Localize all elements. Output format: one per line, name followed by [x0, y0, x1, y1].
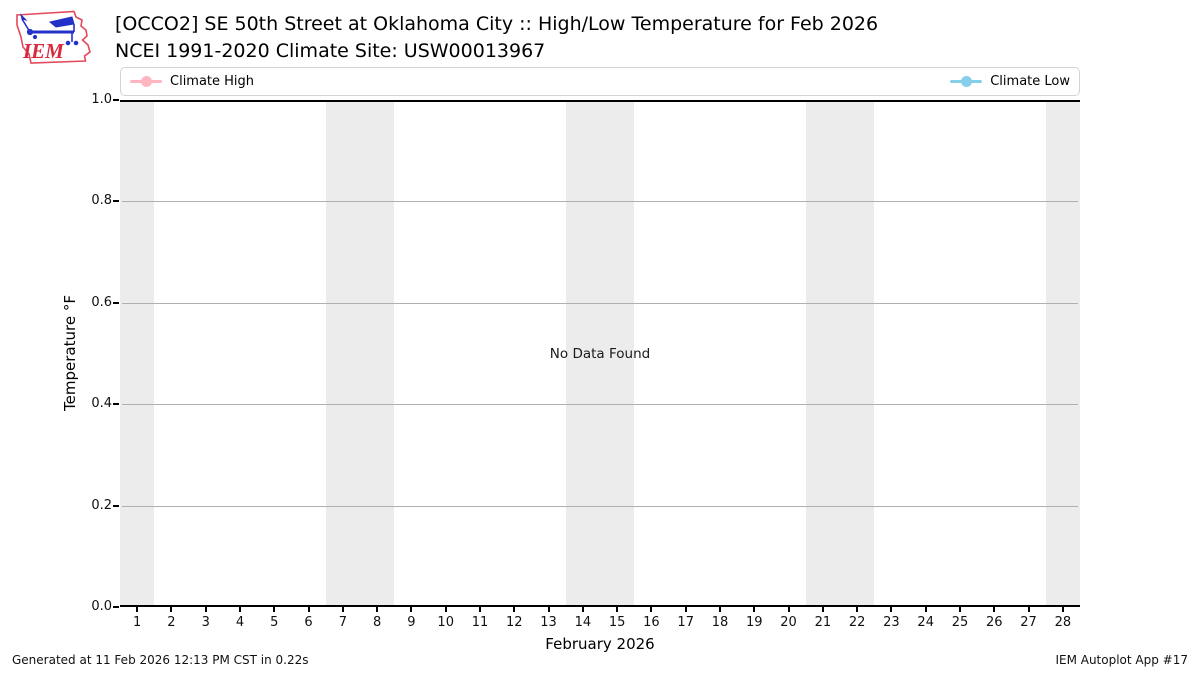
y-axis-label: Temperature °F	[61, 295, 79, 411]
title-block: [OCCO2] SE 50th Street at Oklahoma City …	[115, 11, 878, 65]
x-tick-label: 12	[506, 615, 523, 630]
y-tick-mark	[113, 504, 119, 507]
y-tick-label: 0.2	[91, 497, 112, 513]
x-tick-label: 20	[780, 615, 797, 630]
x-tick-label: 22	[848, 615, 866, 630]
x-tick-label: 19	[746, 615, 763, 630]
x-tick-mark	[341, 607, 344, 612]
x-tick-mark	[787, 607, 790, 612]
x-tick-mark	[856, 607, 859, 612]
legend: Climate High Climate Low	[120, 67, 1080, 96]
weekend-shading-band	[805, 102, 875, 605]
weather-vane-icon	[20, 13, 79, 46]
x-tick-label: 4	[235, 615, 245, 630]
x-tick-mark	[479, 607, 481, 612]
y-tick-mark	[113, 606, 119, 608]
x-tick-mark	[616, 607, 619, 612]
legend-label-climate-high: Climate High	[170, 74, 255, 89]
x-tick-label: 28	[1054, 615, 1072, 630]
x-tick-mark	[410, 607, 413, 612]
x-tick-label: 13	[540, 615, 557, 630]
x-tick-mark	[581, 607, 584, 612]
x-tick-mark	[821, 607, 824, 612]
x-tick-label: 3	[201, 615, 210, 630]
x-tick-mark	[719, 607, 721, 612]
y-tick-mark	[113, 403, 119, 406]
gridline	[122, 404, 1078, 406]
x-tick-label: 10	[437, 615, 454, 630]
x-axis-label: February 2026	[545, 635, 655, 653]
weekend-shading-band	[565, 102, 635, 605]
x-tick-mark	[204, 607, 207, 612]
x-tick-mark	[993, 607, 996, 612]
no-data-message: No Data Found	[549, 345, 651, 362]
x-tick-mark	[924, 607, 927, 612]
x-tick-mark	[890, 607, 893, 612]
x-tick-label: 14	[574, 615, 592, 630]
y-tick-mark	[113, 301, 119, 304]
x-tick-label: 24	[917, 615, 934, 630]
y-tick-label: 1.0	[91, 92, 112, 107]
climate-low-dot	[961, 76, 973, 87]
x-tick-label: 7	[338, 615, 347, 630]
x-tick-mark	[376, 607, 379, 612]
legend-label-climate-low: Climate Low	[990, 74, 1070, 89]
climate-high-dot	[141, 76, 152, 87]
climate-low-marker-icon	[950, 76, 983, 87]
chart-subtitle: NCEI 1991-2020 Climate Site: USW00013967	[115, 40, 546, 62]
x-tick-mark	[547, 607, 550, 612]
x-tick-mark	[307, 607, 310, 612]
weekend-shading-band	[325, 102, 395, 605]
gridline	[122, 302, 1078, 304]
app-credit: IEM Autoplot App #17	[1055, 653, 1188, 667]
x-tick-mark	[273, 607, 276, 612]
weekend-shading-band	[1045, 102, 1080, 605]
x-tick-label: 18	[711, 615, 729, 630]
x-tick-label: 5	[270, 615, 279, 630]
x-tick-mark	[1061, 607, 1064, 612]
x-tick-label: 15	[608, 615, 626, 630]
x-tick-label: 6	[304, 615, 313, 630]
x-tick-mark	[684, 607, 687, 612]
iem-logo-text: IEM	[22, 39, 65, 63]
x-tick-mark	[959, 607, 961, 612]
x-tick-mark	[1027, 607, 1030, 612]
x-tick-label: 27	[1020, 615, 1037, 630]
x-tick-mark	[444, 607, 447, 612]
y-tick-label: 0.8	[91, 193, 112, 209]
gridline	[122, 505, 1078, 507]
climate-high-marker-icon	[130, 76, 162, 87]
x-tick-mark	[136, 607, 139, 612]
x-tick-label: 1	[133, 615, 142, 630]
x-tick-mark	[513, 607, 516, 612]
x-tick-label: 9	[407, 615, 416, 630]
legend-item-climate-low: Climate Low	[950, 74, 1070, 89]
plot-area: No Data Found	[120, 100, 1080, 607]
x-tick-mark	[650, 607, 653, 612]
weekend-shading-band	[120, 102, 155, 605]
x-tick-label: 23	[883, 615, 900, 630]
y-tick-label: 0.0	[91, 599, 112, 614]
x-tick-label: 26	[986, 615, 1003, 630]
x-tick-label: 25	[951, 615, 969, 630]
x-tick-label: 17	[677, 615, 694, 630]
x-tick-label: 21	[814, 615, 832, 630]
y-tick-label: 0.4	[91, 396, 112, 412]
y-tick-label: 0.6	[91, 294, 112, 310]
y-tick-mark	[113, 200, 119, 203]
x-tick-mark	[753, 607, 756, 612]
iem-logo: IEM	[16, 10, 91, 64]
x-tick-label: 11	[471, 615, 489, 630]
generated-timestamp: Generated at 11 Feb 2026 12:13 PM CST in…	[12, 653, 309, 667]
x-tick-label: 16	[643, 615, 660, 630]
x-tick-mark	[239, 607, 241, 612]
legend-item-climate-high: Climate High	[130, 74, 254, 89]
y-tick-mark	[113, 99, 119, 101]
x-tick-label: 2	[167, 615, 176, 630]
x-tick-mark	[170, 607, 173, 612]
chart-title: [OCCO2] SE 50th Street at Oklahoma City …	[115, 13, 879, 35]
x-tick-label: 8	[373, 615, 382, 630]
gridline	[122, 201, 1078, 203]
